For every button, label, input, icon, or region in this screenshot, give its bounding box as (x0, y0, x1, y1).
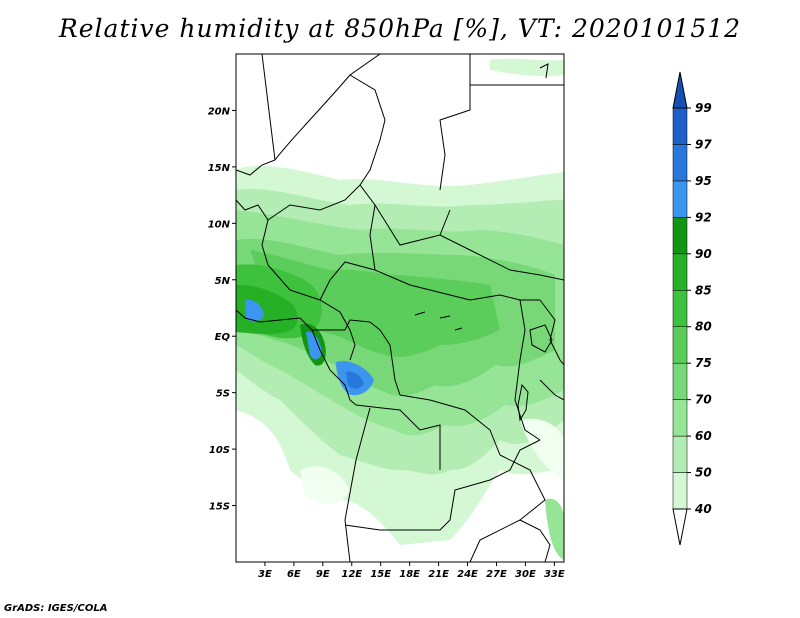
lat-tick-label: 5N (215, 276, 231, 287)
colorbar: 40 50 60 70 75 80 85 90 92 95 97 99 (672, 71, 712, 546)
lat-tick-label: 15S (209, 502, 230, 513)
colorbar-segment (672, 107, 688, 145)
colorbar-segment (672, 253, 688, 291)
colorbar-label: 75 (695, 356, 712, 370)
colorbar-segment (672, 362, 688, 400)
colorbar-label: 95 (695, 174, 712, 188)
colorbar-high-arrow (672, 71, 688, 109)
grads-credit: GrADS: IGES/COLA (4, 603, 108, 614)
country-borders (236, 54, 564, 562)
humidity-field (236, 58, 564, 560)
colorbar-low-arrow (672, 508, 688, 546)
lon-tick-label: 3E (258, 569, 272, 580)
colorbar-segment (672, 399, 688, 437)
lat-tick-label: 5S (216, 389, 230, 400)
lon-tick-label: 27E (486, 569, 507, 580)
colorbar-segment (672, 326, 688, 364)
colorbar-label: 70 (695, 393, 712, 407)
latitude-ticks: 20N 15N 10N 5N EQ 5S 10S 15S (208, 106, 236, 513)
colorbar-label: 80 (695, 320, 712, 334)
colorbar-segment (672, 290, 688, 327)
longitude-ticks: 3E 6E 9E 12E 15E 18E 21E 24E 27E 30E 33E (258, 562, 565, 580)
lon-tick-label: 12E (341, 569, 362, 580)
colorbar-label: 60 (695, 429, 712, 443)
map-frame (235, 53, 565, 563)
lon-tick-label: 21E (428, 569, 449, 580)
colorbar-segment (672, 472, 688, 510)
colorbar-segment (672, 435, 688, 473)
lon-tick-label: 9E (316, 569, 330, 580)
map-title: Relative humidity at 850hPa [%], VT: 202… (58, 14, 742, 43)
colorbar-label: 90 (695, 247, 712, 261)
lat-tick-label: 10N (208, 219, 231, 230)
colorbar-label: 40 (694, 502, 712, 516)
colorbar-label: 85 (695, 283, 712, 297)
lat-tick-label: 10S (209, 445, 230, 456)
colorbar-segment (672, 217, 688, 255)
colorbar-label: 92 (695, 210, 712, 224)
lat-tick-label: 20N (208, 106, 231, 117)
colorbar-segment (672, 180, 688, 218)
colorbar-segment (672, 144, 688, 182)
colorbar-label: 99 (695, 101, 712, 115)
lat-tick-label: EQ (215, 332, 231, 343)
lon-tick-label: 18E (399, 569, 420, 580)
lon-tick-label: 33E (544, 569, 565, 580)
lon-tick-label: 15E (370, 569, 391, 580)
lon-tick-label: 30E (515, 569, 536, 580)
lon-tick-label: 6E (287, 569, 301, 580)
colorbar-label: 97 (695, 137, 712, 151)
lat-tick-label: 15N (208, 163, 231, 174)
lon-tick-label: 24E (457, 569, 478, 580)
colorbar-label: 50 (695, 466, 712, 480)
